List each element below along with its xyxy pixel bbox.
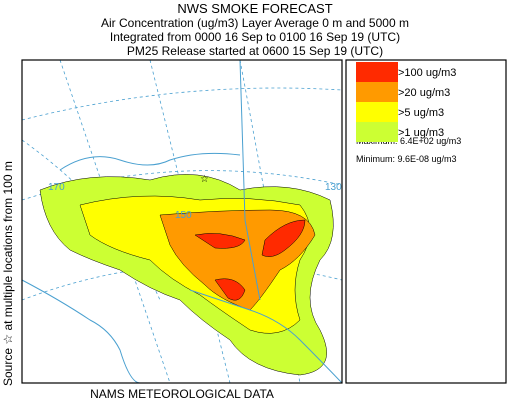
minimum: Minimum: 9.6E-08 ug/m3 bbox=[356, 154, 457, 164]
map-label: 130 bbox=[325, 182, 342, 193]
map-border bbox=[21, 59, 343, 384]
side-label: Source ☆ at multiple locations from 100 … bbox=[1, 161, 15, 386]
source-star: ☆ bbox=[200, 174, 209, 185]
legend-label: >20 ug/m3 bbox=[398, 87, 450, 99]
legend-label: >100 ug/m3 bbox=[398, 67, 456, 79]
legend-label: >5 ug/m3 bbox=[398, 107, 444, 119]
legend-swatch bbox=[356, 62, 398, 82]
title: NWS SMOKE FORECAST bbox=[177, 1, 332, 16]
legend-label: >1 ug/m3 bbox=[398, 127, 444, 139]
legend-swatch bbox=[356, 82, 398, 102]
coastline bbox=[21, 59, 343, 384]
subtitle: Integrated from 0000 16 Sep to 0100 16 S… bbox=[110, 30, 400, 44]
legend: Maximum: 6.4E+02 ug/m3 Minimum: 9.6E-08 … bbox=[345, 59, 507, 384]
footer: NAMS METEOROLOGICAL DATA bbox=[90, 387, 274, 401]
map: 170 150 130 ☆ bbox=[21, 59, 343, 384]
map-label: 150 bbox=[175, 210, 192, 221]
subtitle: PM25 Release started at 0600 15 Sep 19 (… bbox=[127, 44, 383, 58]
plume bbox=[39, 174, 334, 376]
subtitle: Air Concentration (ug/m3) Layer Average … bbox=[101, 16, 409, 30]
maximum: Maximum: 6.4E+02 ug/m3 bbox=[356, 136, 461, 146]
legend-swatch bbox=[356, 102, 398, 122]
legend-swatch bbox=[356, 122, 398, 142]
map-label: 170 bbox=[48, 182, 65, 193]
